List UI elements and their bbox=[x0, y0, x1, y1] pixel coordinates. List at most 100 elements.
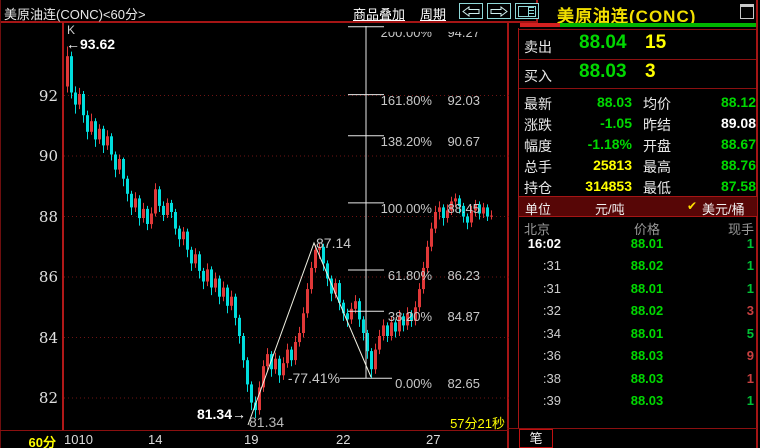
ticks-header-price: 价格 bbox=[633, 222, 660, 237]
tick-price: 88.03 bbox=[630, 371, 664, 386]
bar-countdown-timer: 57分21秒 bbox=[450, 416, 505, 431]
menu-overlay-symbols[interactable]: 商品叠加 bbox=[353, 7, 406, 22]
stat-label: 最高 bbox=[643, 159, 671, 175]
restore-window-icon[interactable] bbox=[740, 4, 754, 19]
tick-price: 88.02 bbox=[630, 303, 664, 318]
split-view-icon[interactable] bbox=[515, 3, 539, 19]
tick-price: 88.03 bbox=[630, 393, 664, 408]
left-window-border bbox=[0, 0, 1, 448]
tick-price: 88.03 bbox=[630, 348, 664, 363]
stat-value: 87.58 bbox=[720, 178, 756, 194]
stat-label: 均价 bbox=[643, 96, 671, 112]
stat-value: 88.67 bbox=[720, 136, 756, 152]
stat-label: 最新 bbox=[524, 96, 552, 112]
session-progress-bar bbox=[520, 23, 756, 27]
stat-value: -1.05 bbox=[600, 115, 632, 131]
menu-period[interactable]: 周期 bbox=[420, 7, 447, 22]
price-tick-label: 84 bbox=[38, 328, 58, 347]
right-window-border bbox=[756, 0, 758, 448]
tick-time: :32 bbox=[542, 303, 561, 318]
time-tick-label: 27 bbox=[426, 432, 441, 447]
retracement-percent-label: -77.41% bbox=[287, 370, 340, 386]
stat-label: 开盘 bbox=[643, 138, 671, 154]
chart-axis-line bbox=[0, 430, 509, 431]
quote-panel-border bbox=[518, 28, 519, 428]
low-price-annotation: 81.34→ bbox=[196, 406, 246, 422]
fib-level-label: 61.80% 86.23 bbox=[387, 268, 480, 284]
fib-level-label: 38.20% 84.87 bbox=[387, 309, 480, 325]
candlestick-chart[interactable] bbox=[62, 22, 510, 430]
window-title: 美原油连(CONC)<60分> bbox=[4, 7, 146, 22]
stat-label: 持仓 bbox=[524, 180, 552, 196]
tick-time: :31 bbox=[542, 281, 561, 296]
zigzag-low-label: 81.34 bbox=[249, 414, 285, 430]
tick-price: 88.01 bbox=[630, 326, 664, 341]
top-toolbar: 美原油连(CONC)<60分> 商品叠加 周期 bbox=[0, 0, 539, 23]
arrow-right-icon[interactable] bbox=[487, 3, 511, 19]
unit-option-usd[interactable]: 美元/桶 bbox=[702, 202, 745, 217]
zigzag-peak-label: 87.14 bbox=[316, 235, 352, 251]
separator bbox=[519, 29, 756, 30]
quote-panel-bottom-line bbox=[507, 428, 757, 429]
tick-volume: 3 bbox=[746, 303, 754, 318]
fib-level-label: 0.00% 82.65 bbox=[395, 376, 480, 392]
price-tick-label: 90 bbox=[38, 147, 58, 165]
stat-value: 88.03 bbox=[596, 94, 632, 110]
time-tick-label: 19 bbox=[244, 432, 259, 447]
fib-level-label: 161.80% 92.03 bbox=[380, 92, 480, 108]
price-tick-label: 86 bbox=[38, 268, 58, 286]
stat-value: -1.18% bbox=[587, 136, 632, 152]
time-tick-label: 1010 bbox=[64, 432, 93, 447]
stat-value: 88.76 bbox=[720, 157, 756, 173]
time-tick-label: 14 bbox=[148, 432, 163, 447]
fib-level-label: 100.00% 88.45 bbox=[380, 200, 480, 216]
tab-tick-list[interactable]: 笔 bbox=[519, 429, 553, 448]
bid-size: 3 bbox=[645, 61, 656, 82]
ticks-header-time: 北京 bbox=[524, 222, 551, 237]
chart-canvas[interactable] bbox=[64, 22, 510, 430]
tick-time: :34 bbox=[542, 326, 561, 341]
unit-selector-row: 单位 元/吨 ✔ 美元/桶 bbox=[519, 196, 757, 217]
stat-value: 88.12 bbox=[720, 94, 756, 110]
check-icon: ✔ bbox=[687, 199, 698, 213]
tick-volume: 9 bbox=[746, 348, 754, 363]
progress-red-segment bbox=[520, 23, 560, 27]
stat-value: 89.08 bbox=[720, 115, 756, 131]
ask-size: 15 bbox=[645, 32, 667, 53]
ticks-header-volume: 现手 bbox=[727, 222, 754, 237]
bid-price[interactable]: 88.03 bbox=[579, 61, 627, 82]
unit-label: 单位 bbox=[525, 202, 552, 217]
tick-time: :38 bbox=[542, 371, 561, 386]
tick-time: :36 bbox=[542, 348, 561, 363]
tick-price: 88.01 bbox=[630, 281, 664, 296]
instrument-title: 美原油连(CONC) bbox=[557, 7, 697, 26]
ask-price[interactable]: 88.04 bbox=[579, 32, 627, 53]
tick-volume: 1 bbox=[746, 393, 754, 408]
stat-label: 总手 bbox=[524, 159, 552, 175]
tick-time: :39 bbox=[542, 393, 561, 408]
stat-value: 314853 bbox=[585, 178, 632, 194]
panel-divider[interactable] bbox=[507, 21, 509, 448]
tick-volume: 5 bbox=[746, 326, 754, 341]
price-tick-label: 88 bbox=[38, 207, 58, 226]
tick-volume: 1 bbox=[746, 236, 754, 251]
tick-volume: 1 bbox=[746, 281, 754, 296]
price-tick-label: 92 bbox=[38, 86, 58, 105]
stat-label: 幅度 bbox=[524, 138, 552, 154]
stat-label: 昨结 bbox=[643, 117, 671, 133]
ask-label: 卖出 bbox=[524, 39, 552, 55]
separator bbox=[519, 59, 756, 60]
period-tab[interactable]: 60分 bbox=[28, 435, 56, 448]
high-price-annotation: ←93.62 bbox=[66, 36, 116, 52]
bid-label: 买入 bbox=[524, 68, 552, 84]
kline-indicator-label: K bbox=[67, 23, 76, 37]
tick-price: 88.01 bbox=[630, 236, 664, 251]
unit-option-cny[interactable]: 元/吨 bbox=[595, 202, 625, 217]
tick-volume: 1 bbox=[746, 258, 754, 273]
stat-value: 25813 bbox=[593, 157, 632, 173]
tick-price: 88.02 bbox=[630, 258, 664, 273]
arrow-left-icon[interactable] bbox=[459, 3, 483, 19]
fib-level-label: 200.00% 94.27 bbox=[380, 24, 480, 40]
separator bbox=[519, 88, 756, 89]
tick-volume: 1 bbox=[746, 371, 754, 386]
